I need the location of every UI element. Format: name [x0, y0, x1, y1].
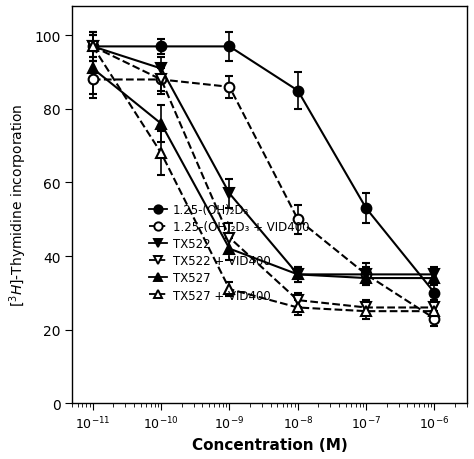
Legend: 1.25-(OH)₂D₃, 1.25-(OH)₂D₃ + VID400, TX522, TX522 + VID400, TX527, TX527 + VID40: 1.25-(OH)₂D₃, 1.25-(OH)₂D₃ + VID400, TX5…: [149, 203, 310, 302]
Y-axis label: $[^{3}H]$-Thymidine incorporation: $[^{3}H]$-Thymidine incorporation: [7, 103, 28, 307]
X-axis label: Concentration (M): Concentration (M): [192, 437, 347, 452]
